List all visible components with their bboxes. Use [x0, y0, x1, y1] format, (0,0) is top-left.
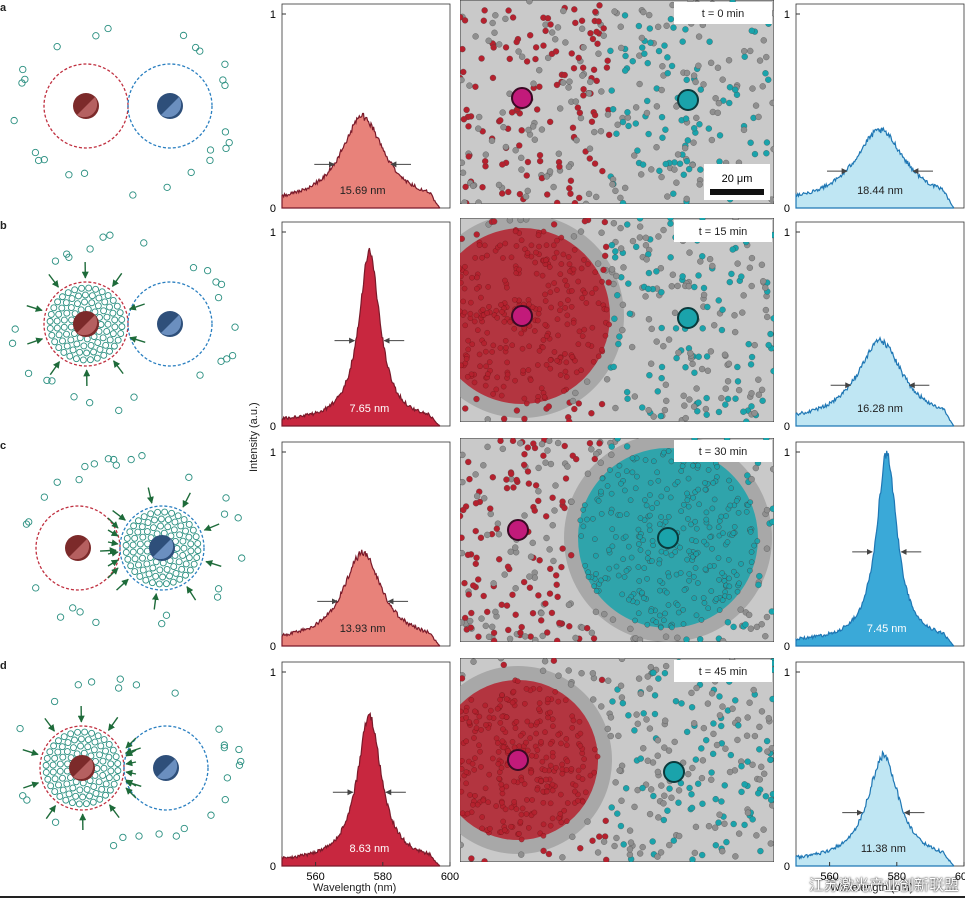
blue-zone-circle	[127, 281, 213, 367]
bottom-rule	[0, 896, 965, 898]
left-spectrum-b: 1 0 7.65 nm	[270, 221, 451, 433]
blue-core-particle	[149, 535, 175, 561]
red-core-particle	[73, 93, 99, 119]
red-core-particle	[69, 755, 95, 781]
right-spectrum-d: 1 0 11.38 nm 560 580 600	[784, 661, 965, 883]
time-label: t = 30 min	[699, 446, 748, 458]
blue-zone-circle	[119, 505, 205, 591]
y-tick-0: 0	[270, 861, 276, 873]
x-tick-label: 600	[441, 871, 459, 883]
left-spectrum-c: 1 0 13.93 nm	[270, 441, 451, 653]
blue-core-particle	[157, 93, 183, 119]
red-core-particle	[65, 535, 91, 561]
schematic-b	[8, 231, 239, 415]
cyan-core	[657, 527, 679, 549]
red-core-particle	[73, 311, 99, 337]
y-tick-1: 1	[270, 9, 276, 21]
fwhm-label: 18.44 nm	[857, 185, 903, 197]
spectrum-area	[281, 712, 441, 867]
y-tick-1: 1	[784, 667, 790, 679]
spectrum-area	[281, 112, 441, 209]
y-tick-0: 0	[784, 421, 790, 433]
fwhm-label: 15.69 nm	[340, 185, 386, 197]
row-label-a: a	[0, 2, 7, 14]
fwhm-label: 7.45 nm	[867, 623, 907, 635]
time-label: t = 15 min	[699, 226, 748, 238]
micrograph-c: t = 30 min	[460, 438, 774, 642]
y-tick-1: 1	[270, 227, 276, 239]
y-tick-1: 1	[270, 447, 276, 459]
y-tick-1: 1	[784, 447, 790, 459]
y-tick-1: 1	[784, 227, 790, 239]
cyan-core	[663, 761, 685, 783]
y-tick-0: 0	[270, 203, 276, 215]
x-tick-label: 600	[955, 871, 965, 883]
blue-zone-circle	[123, 725, 209, 811]
red-core	[507, 749, 529, 771]
micrograph-a: t = 0 min 20 μm	[460, 0, 774, 204]
fwhm-label: 13.93 nm	[340, 623, 386, 635]
blue-core-particle	[157, 311, 183, 337]
spectrum-area	[795, 126, 955, 209]
micrograph-d: t = 45 min	[460, 658, 774, 862]
x-axis-label-left: Wavelength (nm)	[313, 882, 397, 894]
schematic-a	[10, 24, 233, 199]
spectrum-area	[281, 247, 441, 427]
fwhm-label: 16.28 nm	[857, 403, 903, 415]
left-spectrum-a: 1 0 15.69 nm	[270, 3, 451, 215]
fwhm-label: 7.65 nm	[349, 403, 389, 415]
schematic-d	[16, 675, 245, 850]
spectrum-area	[795, 750, 955, 867]
cyan-core	[677, 89, 699, 111]
x-tick-label: 560	[820, 871, 838, 883]
spectrum-area	[795, 336, 955, 427]
row-label-c: c	[0, 440, 7, 452]
y-tick-0: 0	[784, 861, 790, 873]
time-label: t = 45 min	[699, 666, 748, 678]
row-label-d: d	[0, 660, 7, 672]
spectrum-area	[795, 450, 955, 647]
right-spectrum-a: 1 0 18.44 nm	[784, 3, 965, 215]
y-tick-0: 0	[270, 421, 276, 433]
x-axis-label-right: Wavelength (nm)	[830, 882, 914, 894]
y-tick-0: 0	[784, 203, 790, 215]
row-label-b: b	[0, 220, 7, 232]
x-tick-label: 580	[888, 871, 906, 883]
y-tick-0: 0	[784, 641, 790, 653]
micrograph-b: t = 15 min	[460, 218, 774, 422]
x-tick-label: 560	[306, 871, 324, 883]
time-label: t = 0 min	[702, 8, 745, 20]
fwhm-label: 8.63 nm	[349, 843, 389, 855]
watermark-text: 江苏激光产业创新联盟	[808, 877, 959, 894]
x-tick-label: 580	[374, 871, 392, 883]
left-spectrum-d: 1 0 8.63 nm 560 580 600	[270, 661, 459, 883]
y-tick-1: 1	[270, 667, 276, 679]
blue-core-particle	[153, 755, 179, 781]
fwhm-label: 11.38 nm	[861, 843, 906, 855]
right-spectrum-c: 1 0 7.45 nm	[784, 441, 965, 653]
scale-bar	[710, 189, 764, 195]
cyan-core	[677, 307, 699, 329]
scale-bar-label: 20 μm	[722, 173, 753, 185]
spectrum-area	[281, 549, 441, 647]
blue-zone-circle	[127, 63, 213, 149]
right-spectrum-b: 1 0 16.28 nm	[784, 221, 965, 433]
schematic-c	[22, 452, 246, 628]
red-core	[511, 305, 533, 327]
y-tick-1: 1	[784, 9, 790, 21]
red-core	[507, 519, 529, 541]
red-core	[511, 87, 533, 109]
y-tick-0: 0	[270, 641, 276, 653]
